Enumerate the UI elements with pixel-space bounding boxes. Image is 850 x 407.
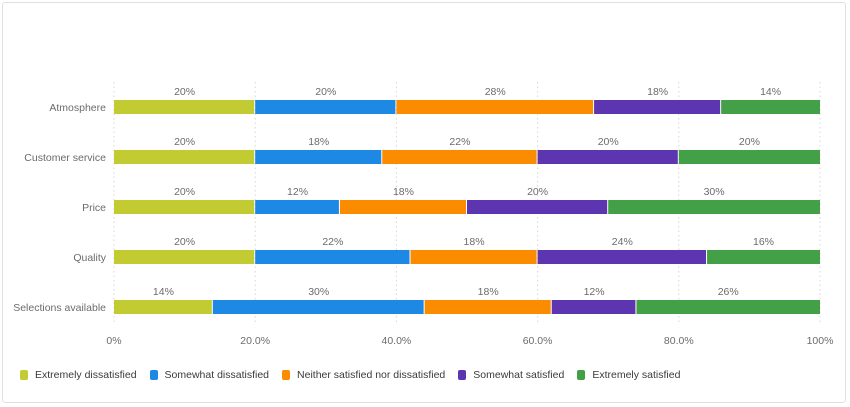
legend-label: Somewhat dissatisfied (164, 369, 270, 381)
bar-segment (382, 150, 537, 164)
data-label: 18% (478, 286, 499, 298)
data-label: 14% (760, 86, 781, 98)
data-label: 18% (308, 136, 329, 148)
data-label: 30% (704, 186, 725, 198)
bar-segment (594, 100, 721, 114)
legend-label: Extremely satisfied (592, 369, 681, 381)
data-label: 20% (527, 186, 548, 198)
legend-item[interactable]: Extremely satisfied (577, 369, 680, 381)
legend-item[interactable]: Extremely dissatisfied (20, 369, 137, 381)
bar-segment (255, 150, 382, 164)
data-label: 20% (174, 186, 195, 198)
x-tick-label: 0% (106, 335, 121, 347)
bar-segment (537, 250, 707, 264)
data-label: 20% (174, 136, 195, 148)
legend-swatch (577, 370, 586, 380)
x-tick-label: 60.0% (523, 335, 553, 347)
category-label: Quality (73, 252, 106, 264)
data-label: 22% (449, 136, 470, 148)
bar-segment (114, 200, 255, 214)
data-label: 12% (287, 186, 308, 198)
data-label: 12% (584, 286, 605, 298)
bar-segment (537, 150, 678, 164)
data-label: 20% (174, 86, 195, 98)
bar-segment (212, 300, 424, 314)
data-label: 20% (174, 236, 195, 248)
legend-label: Extremely dissatisfied (35, 369, 137, 381)
bar-segment (114, 100, 255, 114)
bar-segment (114, 300, 212, 314)
legend-item[interactable]: Neither satisfied nor dissatisfied (282, 369, 445, 381)
legend-item[interactable]: Somewhat dissatisfied (149, 369, 270, 381)
category-label: Price (82, 202, 106, 214)
bar-segment (396, 100, 594, 114)
bar-segment (255, 100, 396, 114)
bar-segment (467, 200, 608, 214)
x-tick-label: 20.0% (240, 335, 270, 347)
data-label: 14% (153, 286, 174, 298)
x-tick-label: 40.0% (382, 335, 412, 347)
data-label: 24% (612, 236, 633, 248)
x-tick-label: 100% (807, 335, 834, 347)
legend-swatch (282, 370, 291, 380)
category-label: Selections available (13, 302, 106, 314)
category-label: Customer service (24, 152, 106, 164)
data-label: 20% (315, 86, 336, 98)
data-label: 26% (718, 286, 739, 298)
category-label: Atmosphere (49, 102, 106, 114)
bar-segment (114, 150, 255, 164)
bar-segment (707, 250, 820, 264)
data-label: 20% (739, 136, 760, 148)
data-label: 20% (598, 136, 619, 148)
bar-segment (255, 250, 410, 264)
data-label: 18% (464, 236, 485, 248)
legend-label: Somewhat satisfied (473, 369, 565, 381)
legend: Extremely dissatisfied Somewhat dissatisf… (20, 369, 693, 381)
legend-swatch (20, 370, 28, 380)
data-label: 22% (322, 236, 343, 248)
legend-item[interactable]: Somewhat satisfied (458, 369, 564, 381)
legend-swatch (458, 370, 467, 380)
data-label: 30% (308, 286, 329, 298)
bar-segment (551, 300, 636, 314)
data-label: 28% (485, 86, 506, 98)
data-label: 18% (647, 86, 668, 98)
bar-segment (636, 300, 820, 314)
bar-segment (678, 150, 820, 164)
bar-segment (339, 200, 466, 214)
bar-segment (114, 250, 255, 264)
bar-segment (721, 100, 820, 114)
legend-swatch (149, 370, 158, 380)
bar-segment (608, 200, 820, 214)
data-label: 16% (753, 236, 774, 248)
bar-segment (424, 300, 551, 314)
data-label: 18% (393, 186, 414, 198)
bar-segment (410, 250, 537, 264)
x-tick-label: 80.0% (664, 335, 694, 347)
bar-segment (255, 200, 339, 214)
legend-label: Neither satisfied nor dissatisfied (297, 369, 446, 381)
